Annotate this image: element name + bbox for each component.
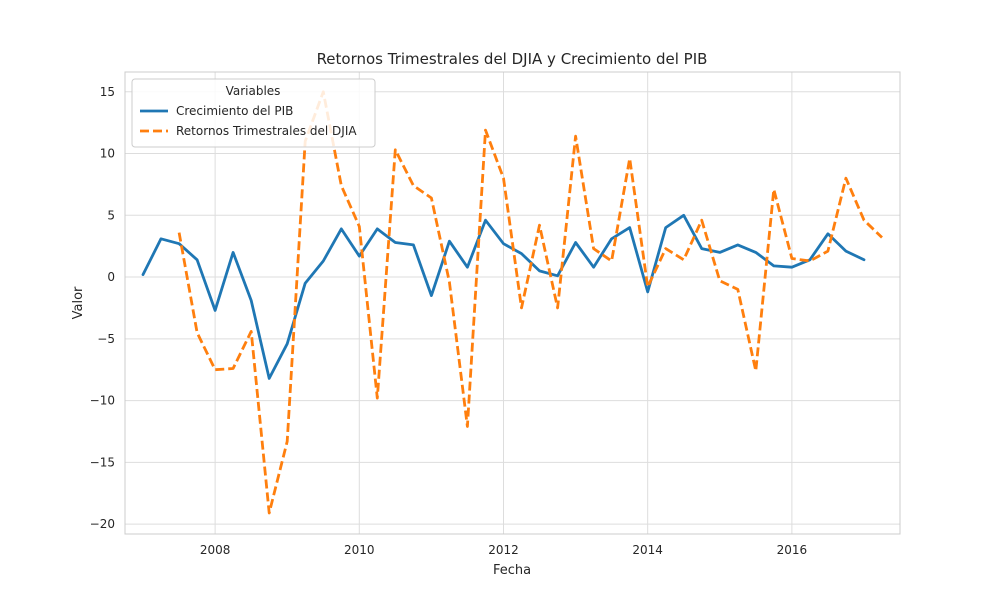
x-tick-label: 2016: [777, 543, 808, 557]
y-tick-label: 0: [107, 270, 115, 284]
x-axis-ticks: 2008 2010 2012 2014 2016: [200, 543, 807, 557]
y-tick-label: −10: [90, 394, 115, 408]
grid-lines: [125, 72, 900, 534]
x-tick-label: 2014: [632, 543, 663, 557]
legend: Variables Crecimiento del PIB Retornos T…: [131, 78, 376, 148]
y-tick-label: −15: [90, 455, 115, 469]
x-axis-title: Fecha: [493, 563, 531, 578]
y-axis-ticks: −20 −15 −10 −5 0 5 10 15: [90, 85, 115, 531]
legend-box: [131, 78, 376, 148]
y-tick-label: −5: [97, 332, 115, 346]
plot-frame: [124, 71, 901, 535]
x-tick-label: 2012: [488, 543, 519, 557]
y-tick-label: 5: [107, 208, 115, 222]
y-tick-label: −20: [90, 517, 115, 531]
legend-label-crecimiento-pib: Crecimiento del PIB: [176, 104, 293, 118]
x-tick-label: 2008: [200, 543, 231, 557]
legend-label-retornos-djia: Retornos Trimestrales del DJIA: [176, 124, 357, 138]
y-tick-label: 10: [100, 147, 115, 161]
plot-background: [125, 72, 900, 534]
series-layer: [141, 90, 883, 515]
series-line-crecimiento-pib: [141, 213, 866, 380]
y-axis-title: Valor: [71, 286, 86, 319]
series-line-retornos-djia: [177, 90, 883, 515]
x-tick-label: 2010: [344, 543, 375, 557]
legend-title: Variables: [226, 84, 281, 98]
chart-title: Retornos Trimestrales del DJIA y Crecimi…: [317, 50, 708, 68]
y-tick-label: 15: [100, 85, 115, 99]
